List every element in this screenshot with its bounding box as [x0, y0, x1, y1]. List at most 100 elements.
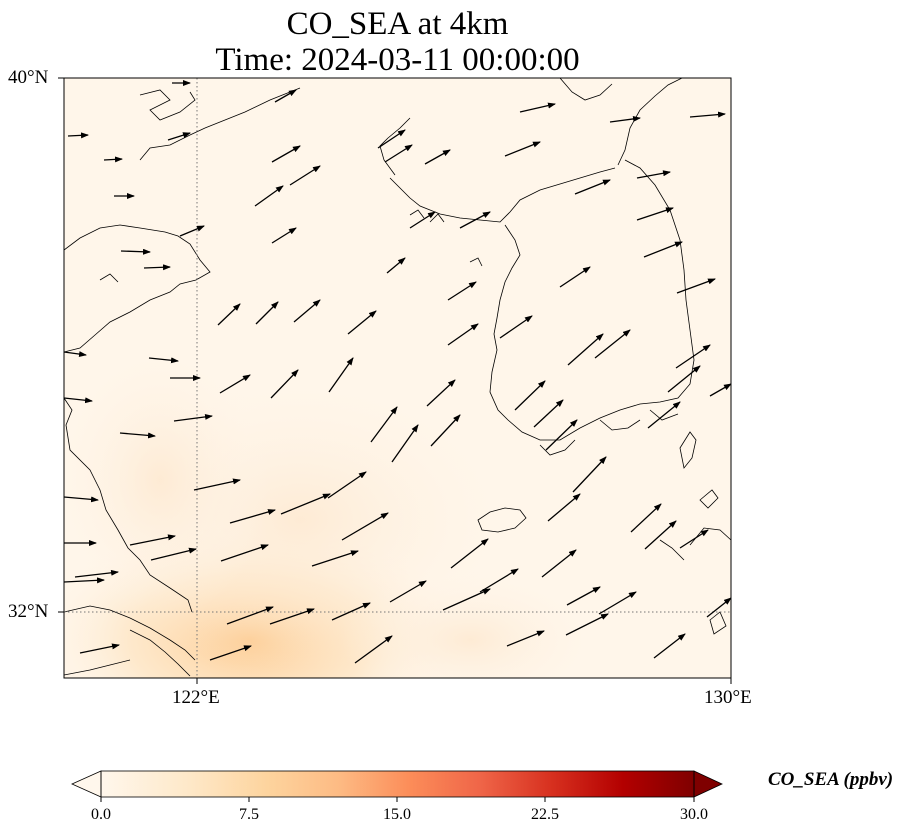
- wind-arrow: [709, 383, 731, 397]
- colorbar-tick-3: 22.5: [531, 806, 559, 823]
- wind-arrow: [630, 503, 662, 533]
- wind-arrow: [209, 645, 252, 661]
- wind-arrow: [74, 569, 119, 578]
- wind-arrow: [430, 414, 461, 447]
- wind-arrow: [226, 606, 274, 625]
- wind-arrow: [64, 496, 99, 503]
- wind-arrow: [566, 586, 601, 606]
- wind-arrow: [499, 315, 533, 339]
- wind-arrow: [519, 102, 556, 113]
- colorbar-tick-4: 30.0: [680, 806, 708, 823]
- wind-arrow: [219, 374, 251, 394]
- wind-arrow: [450, 538, 489, 569]
- colorbar-title: CO_SEA (ppbv): [768, 769, 894, 790]
- wind-arrow: [679, 529, 709, 549]
- wind-arrow: [119, 432, 156, 439]
- wind-arrow: [409, 211, 436, 229]
- wind-arrow: [193, 478, 241, 491]
- wind-arrow: [173, 413, 213, 422]
- wind-arrow: [220, 544, 269, 562]
- wind-arrow: [229, 509, 276, 524]
- wind-arrow: [667, 365, 701, 393]
- wind-arrow: [689, 111, 726, 118]
- wind-arrow: [565, 613, 609, 636]
- wind-arrow: [377, 129, 406, 149]
- wind-arrow: [254, 185, 284, 207]
- wind-arrow: [598, 591, 637, 615]
- colorbar-max-extension: [693, 770, 723, 798]
- lat-label-32n: 32°N: [8, 601, 49, 622]
- wind-arrow: [331, 602, 371, 621]
- wind-arrow: [574, 179, 611, 195]
- wind-arrow: [643, 241, 683, 258]
- wind-arrow: [274, 89, 297, 103]
- wind-arrow: [547, 493, 581, 522]
- wind-arrow: [103, 156, 123, 163]
- map-title: CO_SEA at 4km: [286, 6, 509, 42]
- wind-arrow: [64, 397, 93, 404]
- wind-arrow: [506, 630, 545, 647]
- wind-arrow: [270, 369, 299, 399]
- wind-arrow: [64, 351, 87, 358]
- wind-arrow: [636, 170, 671, 179]
- colorbar-tick-2: 15.0: [383, 806, 411, 823]
- wind-arrow: [706, 597, 731, 618]
- wind-arrow: [311, 550, 359, 567]
- wind-arrow: [271, 227, 297, 244]
- wind-arrow: [442, 588, 491, 611]
- wind-arrow: [389, 580, 427, 603]
- wind-arrow: [447, 323, 479, 346]
- wind-arrow: [504, 141, 541, 157]
- wind-arrow: [354, 635, 393, 664]
- wind-arrow: [64, 577, 105, 584]
- wind-arrow: [594, 329, 631, 359]
- wind-arrow: [120, 248, 151, 255]
- wind-arrow: [636, 207, 674, 221]
- wind-arrow: [255, 301, 279, 325]
- wind-arrow: [67, 132, 89, 139]
- wind-arrow: [347, 310, 377, 335]
- wind-arrow: [129, 534, 176, 546]
- wind-arrow: [545, 419, 578, 451]
- wind-arrow: [459, 211, 491, 229]
- wind-arrow: [559, 266, 591, 288]
- map-subtitle-time: Time: 2024-03-11 00:00:00: [215, 42, 580, 78]
- wind-arrow: [644, 520, 677, 550]
- wind-arrow: [572, 456, 607, 493]
- concentration-field: [64, 78, 731, 678]
- lat-label-40n: 40°N: [8, 67, 49, 88]
- wind-arrow: [609, 115, 641, 123]
- wind-arrow: [179, 225, 205, 237]
- wind-arrow: [384, 144, 413, 163]
- wind-arrow: [143, 264, 171, 271]
- wind-arrow: [426, 379, 456, 407]
- wind-arrow: [271, 145, 301, 163]
- wind-arrow: [148, 357, 179, 364]
- wind-arrow: [533, 399, 564, 428]
- wind-arrow: [167, 132, 191, 141]
- wind-arrow: [293, 299, 321, 323]
- wind-arrow: [514, 380, 546, 411]
- lon-label-122e: 122°E: [172, 687, 220, 708]
- lon-label-130e: 130°E: [704, 687, 752, 708]
- colorbar-tick-1: 7.5: [239, 806, 259, 823]
- wind-arrow: [328, 357, 354, 393]
- map-frame: [63, 77, 732, 679]
- wind-arrow: [391, 424, 419, 463]
- colorbar-min-extension: [71, 770, 102, 798]
- wind-arrow: [269, 608, 315, 625]
- wind-arrow: [341, 512, 389, 541]
- wind-arrow: [647, 401, 681, 429]
- axis-ticks: [58, 77, 732, 684]
- wind-arrow: [653, 633, 686, 659]
- coastlines: [64, 78, 731, 677]
- wind-arrow: [150, 547, 197, 561]
- colorbar: [71, 770, 723, 802]
- wind-arrow: [447, 281, 477, 301]
- wind-arrow: [79, 643, 120, 654]
- wind-arrow: [370, 406, 398, 443]
- wind-arrow: [676, 278, 716, 294]
- wind-arrow: [280, 493, 331, 515]
- wind-arrow: [424, 149, 451, 165]
